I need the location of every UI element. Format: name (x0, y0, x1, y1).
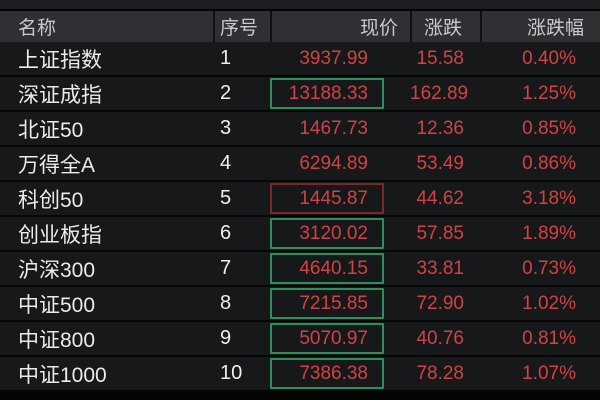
table-row[interactable]: 中证500 8 7215.85 72.90 1.02% (0, 287, 600, 322)
price-cell: 7386.38 (270, 358, 410, 389)
change-pct-value: 0.85% (522, 117, 576, 139)
price-value: 5070.97 (270, 323, 384, 354)
index-name: 中证1000 (18, 363, 107, 387)
index-name: 创业板指 (18, 223, 102, 247)
price-cell: 1445.87 (270, 183, 410, 214)
price-value: 7215.85 (270, 288, 384, 319)
table-row[interactable]: 沪深300 7 4640.15 33.81 0.73% (0, 252, 600, 287)
price-cell: 13188.33 (270, 78, 410, 109)
table-row[interactable]: 北证50 3 1467.73 12.36 0.85% (0, 112, 600, 147)
change-pct-value: 1.02% (522, 292, 576, 314)
price-value: 3937.99 (299, 47, 368, 69)
table-row[interactable]: 中证1000 10 7386.38 78.28 1.07% (0, 357, 600, 392)
change-pct-value: 1.89% (522, 222, 576, 244)
change-pct-value: 0.81% (522, 327, 576, 349)
column-header-seq[interactable]: 序号 (213, 11, 270, 42)
index-name: 北证50 (18, 118, 84, 142)
index-seq: 7 (220, 257, 232, 279)
index-rows-list: 上证指数 1 3937.99 15.58 0.40% 深证成指 2 13188.… (0, 42, 600, 394)
index-seq: 2 (220, 82, 232, 104)
index-seq: 8 (220, 292, 232, 314)
index-name: 万得全A (18, 153, 96, 177)
index-name: 科创50 (18, 188, 84, 212)
change-value: 78.28 (416, 362, 464, 384)
change-value: 53.49 (416, 152, 464, 174)
change-value: 57.85 (416, 222, 464, 244)
table-row[interactable]: 创业板指 6 3120.02 57.85 1.89% (0, 217, 600, 252)
price-value: 1445.87 (270, 183, 384, 214)
change-value: 72.90 (416, 292, 464, 314)
index-name: 沪深300 (18, 258, 96, 282)
index-seq: 10 (220, 362, 243, 384)
window-bottom-edge (0, 392, 600, 400)
table-row[interactable]: 科创50 5 1445.87 44.62 3.18% (0, 182, 600, 217)
change-value: 15.58 (416, 47, 464, 69)
table-row[interactable]: 深证成指 2 13188.33 162.89 1.25% (0, 77, 600, 112)
price-cell: 3120.02 (270, 218, 410, 249)
table-row[interactable]: 上证指数 1 3937.99 15.58 0.40% (0, 42, 600, 77)
change-value: 162.89 (410, 82, 469, 104)
change-pct-value: 0.40% (522, 47, 576, 69)
price-value: 3120.02 (270, 218, 384, 249)
price-cell: 3937.99 (270, 43, 410, 74)
change-value: 33.81 (416, 257, 464, 279)
change-pct-value: 3.18% (522, 187, 576, 209)
price-cell: 7215.85 (270, 288, 410, 319)
price-value: 6294.89 (299, 152, 368, 174)
index-seq: 9 (220, 327, 232, 349)
index-name: 深证成指 (18, 83, 102, 107)
price-cell: 6294.89 (270, 148, 410, 179)
change-value: 40.76 (416, 327, 464, 349)
table-header-row: 名称 序号 现价 涨跌 涨跌幅 (0, 11, 600, 42)
index-seq: 1 (220, 47, 232, 69)
index-name: 中证500 (18, 293, 96, 317)
column-header-change-pct[interactable]: 涨跌幅 (480, 11, 600, 42)
price-cell: 4640.15 (270, 253, 410, 284)
index-name: 中证800 (18, 328, 96, 352)
index-seq: 5 (220, 187, 232, 209)
change-pct-value: 1.07% (522, 362, 576, 384)
index-name: 上证指数 (18, 48, 102, 72)
price-value: 13188.33 (270, 78, 384, 109)
window-top-edge (0, 0, 600, 11)
column-header-change[interactable]: 涨跌 (410, 11, 480, 42)
price-value: 1467.73 (299, 117, 368, 139)
index-seq: 4 (220, 152, 232, 174)
column-header-name[interactable]: 名称 (18, 18, 57, 39)
price-cell: 1467.73 (270, 113, 410, 144)
change-value: 12.36 (416, 117, 464, 139)
change-value: 44.62 (416, 187, 464, 209)
table-row[interactable]: 万得全A 4 6294.89 53.49 0.86% (0, 147, 600, 182)
price-value: 7386.38 (270, 358, 384, 389)
price-value: 4640.15 (270, 253, 384, 284)
change-pct-value: 0.73% (522, 257, 576, 279)
change-pct-value: 0.86% (522, 152, 576, 174)
index-seq: 6 (220, 222, 232, 244)
table-row[interactable]: 中证800 9 5070.97 40.76 0.81% (0, 322, 600, 357)
index-seq: 3 (220, 117, 232, 139)
change-pct-value: 1.25% (522, 82, 576, 104)
column-header-price[interactable]: 现价 (270, 11, 410, 42)
price-cell: 5070.97 (270, 323, 410, 354)
